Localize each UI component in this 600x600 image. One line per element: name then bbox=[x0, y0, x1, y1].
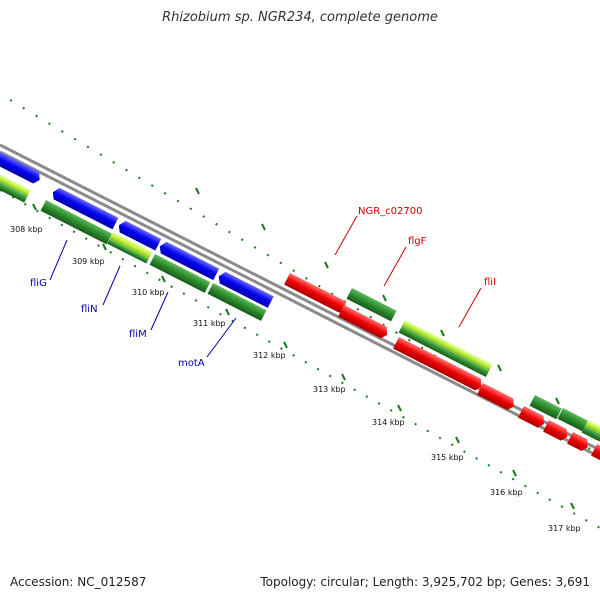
gene-box-lime[interactable] bbox=[0, 172, 31, 197]
gene-label-mota[interactable]: motA bbox=[178, 358, 205, 369]
gene-box-green[interactable] bbox=[557, 408, 588, 432]
accession-text: Accession: NC_012587 bbox=[10, 575, 147, 589]
gene-box-green[interactable] bbox=[346, 288, 397, 322]
tick-label: 312 kbp bbox=[253, 351, 286, 360]
gene-box-green[interactable] bbox=[529, 395, 562, 420]
gene-arrow-red[interactable] bbox=[567, 432, 591, 453]
tick-marks bbox=[32, 203, 575, 510]
gene-arrow-red[interactable] bbox=[477, 383, 517, 412]
gene-box-green[interactable] bbox=[207, 283, 267, 321]
gene-arrow-blue[interactable] bbox=[50, 186, 119, 230]
gene-track-left bbox=[0, 147, 274, 321]
gene-arrow-red[interactable] bbox=[338, 305, 390, 340]
tick-label: 313 kbp bbox=[313, 385, 346, 394]
gene-label-flim[interactable]: fliM bbox=[129, 329, 147, 340]
inner-dotted-track bbox=[0, 189, 600, 529]
gene-arrow-red[interactable] bbox=[591, 444, 600, 462]
gene-box-green[interactable] bbox=[149, 254, 211, 293]
gene-box-green[interactable] bbox=[581, 426, 600, 442]
gene-arrow-blue[interactable] bbox=[216, 270, 274, 308]
gene-arrow-red[interactable] bbox=[518, 406, 547, 429]
tick-label: 309 kbp bbox=[72, 257, 105, 266]
gene-box-green[interactable] bbox=[0, 178, 28, 203]
genome-summary-text: Topology: circular; Length: 3,925,702 bp… bbox=[260, 575, 590, 589]
gene-track-right bbox=[284, 273, 600, 462]
gene-arrow-red[interactable] bbox=[543, 420, 570, 442]
gene-box-lime[interactable] bbox=[401, 320, 493, 371]
tick-label: 316 kbp bbox=[490, 488, 523, 497]
gene-arrow-blue[interactable] bbox=[157, 240, 220, 281]
tick-label: 308 kbp bbox=[10, 225, 43, 234]
gene-arrow-blue[interactable] bbox=[0, 147, 43, 185]
gene-box-lime[interactable] bbox=[109, 232, 153, 260]
tick-label: 310 kbp bbox=[132, 288, 165, 297]
map-title: Rhizobium sp. NGR234, complete genome bbox=[162, 10, 438, 25]
gene-label-ngr-c02700[interactable]: NGR_c02700 bbox=[358, 206, 423, 217]
gene-box-green[interactable] bbox=[40, 200, 112, 245]
tick-label: 317 kbp bbox=[548, 524, 581, 533]
gene-label-flin[interactable]: fliN bbox=[81, 304, 98, 315]
tick-label: 314 kbp bbox=[372, 418, 405, 427]
gene-box-green[interactable] bbox=[398, 326, 490, 377]
gene-arrow-blue[interactable] bbox=[116, 219, 162, 251]
gene-leader-lines bbox=[49, 215, 482, 358]
outer-tick-marks bbox=[195, 187, 560, 405]
tick-label: 311 kbp bbox=[193, 319, 226, 328]
gene-box-lime[interactable] bbox=[584, 420, 600, 436]
gene-box-green[interactable] bbox=[107, 239, 149, 264]
gene-arrow-red[interactable] bbox=[393, 337, 484, 392]
gene-label-flgf[interactable]: flgF bbox=[408, 236, 427, 247]
gene-arrow-red[interactable] bbox=[284, 273, 349, 315]
gene-label-flig[interactable]: fliG bbox=[30, 278, 47, 289]
gene-label-flii[interactable]: fliI bbox=[484, 277, 496, 288]
tick-label: 315 kbp bbox=[431, 453, 464, 462]
